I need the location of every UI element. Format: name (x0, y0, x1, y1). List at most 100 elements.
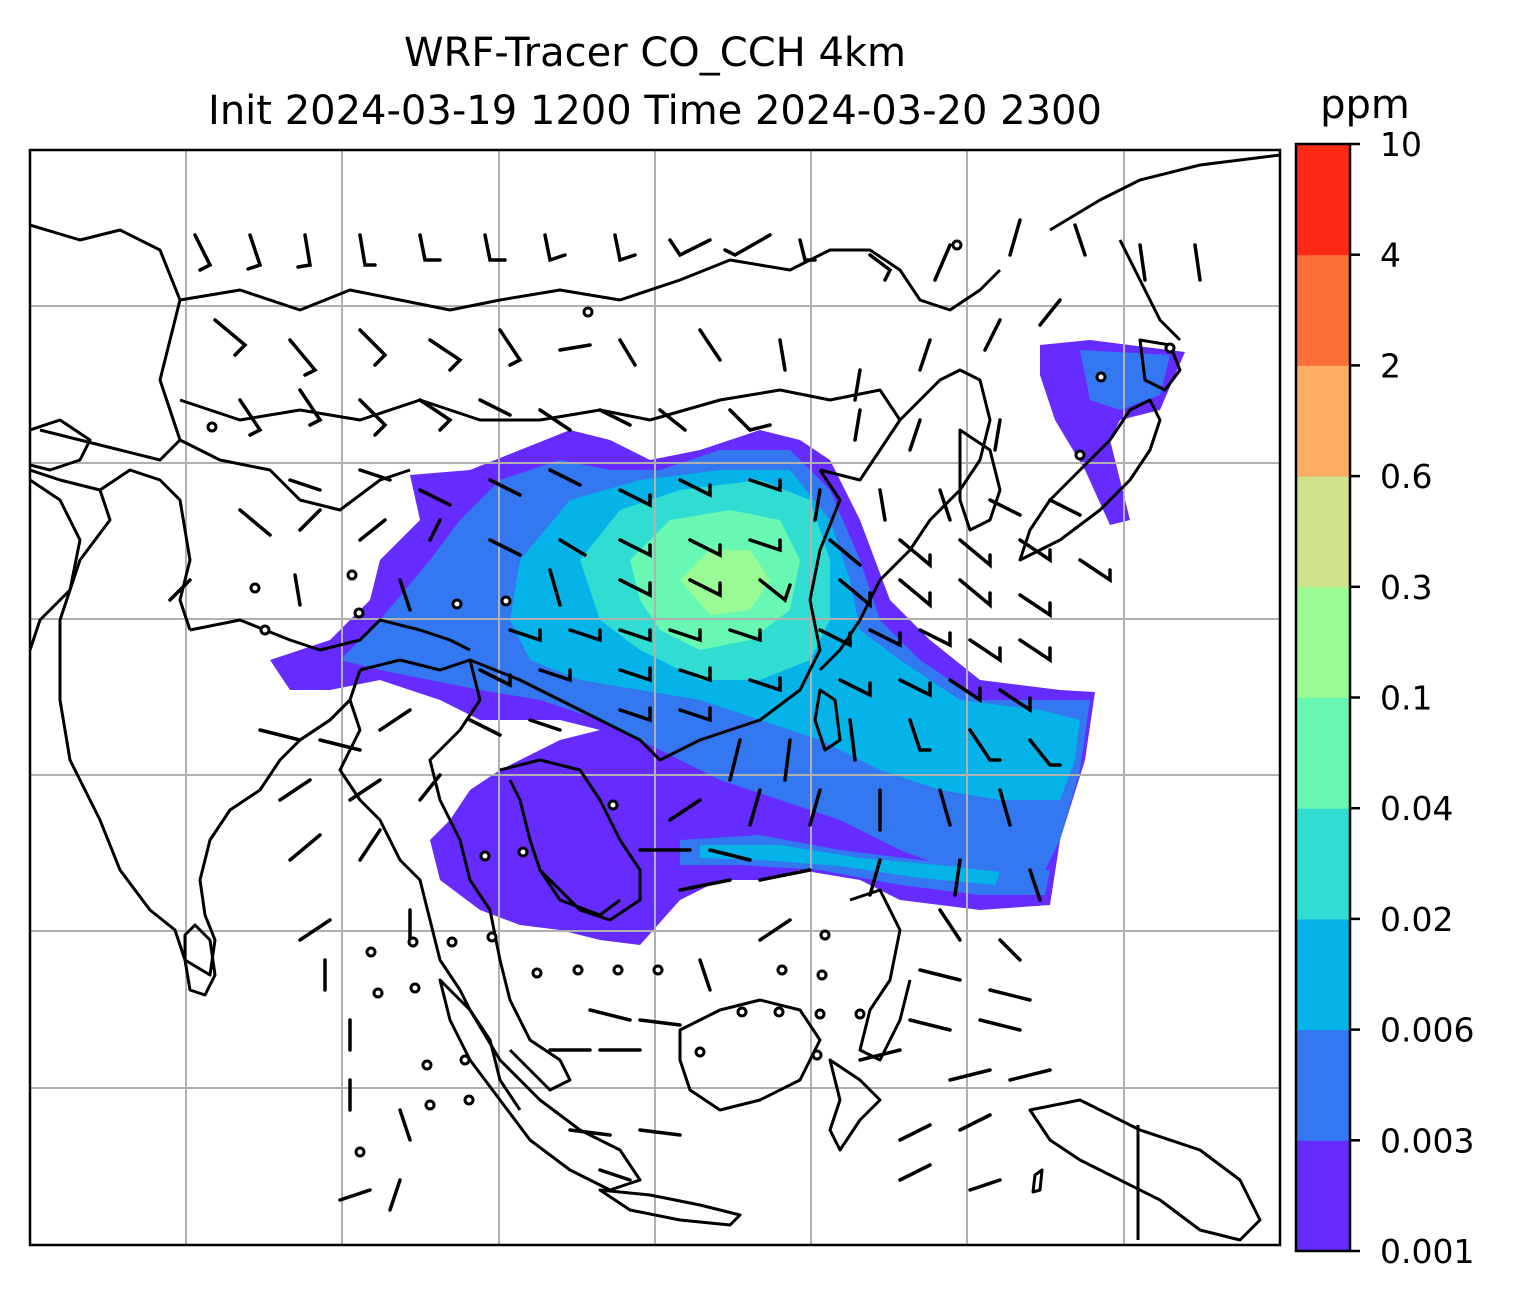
wind-barb (723, 233, 772, 257)
wind-barb (638, 1128, 682, 1137)
wind-barb (258, 728, 302, 742)
tracer-band-south-light (700, 845, 1000, 885)
wind-barb (998, 938, 1022, 962)
wind-barb (898, 1163, 932, 1182)
coastlines-and-borders (30, 153, 1280, 1242)
wind-barb (678, 666, 712, 683)
wind-barb (688, 578, 722, 598)
wind-barb (1193, 243, 1202, 282)
colorbar-tick-label: 10 (1380, 125, 1422, 164)
wind-barb (358, 828, 382, 862)
wind-barb (296, 233, 313, 269)
wind-barb (778, 338, 787, 372)
gridlines (30, 150, 1280, 1245)
wind-barb (293, 573, 302, 607)
wind-barb (488, 478, 522, 497)
wind-barb (1018, 538, 1052, 564)
coastline-gulf-thailand (538, 869, 621, 917)
border-mongolia (179, 248, 1002, 312)
wind-barb (168, 578, 192, 602)
calm-marker (1164, 342, 1176, 354)
colorbar-tick-label: 2 (1380, 346, 1401, 385)
wind-barb (298, 918, 332, 942)
colorbar-tick-label: 0.3 (1380, 568, 1432, 607)
colorbar-segment (1296, 1029, 1350, 1141)
wind-barb (668, 798, 702, 822)
wind-barb (668, 238, 712, 258)
wind-barb (918, 968, 962, 982)
wind-barb (968, 1178, 1002, 1192)
calm-marker (459, 1054, 471, 1066)
wind-barb (748, 478, 782, 493)
colorbar-segment (1296, 918, 1350, 1031)
wind-barb (358, 398, 388, 437)
coastline-borneo (678, 998, 822, 1112)
border-myanmar-thailand (359, 658, 482, 881)
coastline-sulawesi (828, 1058, 882, 1152)
wind-barb (1078, 558, 1112, 584)
wind-barb (338, 1188, 372, 1202)
wind-barb (998, 688, 1032, 714)
wind-barb (678, 878, 732, 892)
wind-barb (246, 233, 263, 271)
wind-barb (868, 858, 882, 897)
wind-barb (598, 1168, 632, 1182)
wind-barb (288, 338, 318, 377)
wind-barb (358, 518, 387, 542)
wind-barb (708, 848, 752, 862)
map-frame (28, 148, 1282, 1247)
wind-barb (483, 233, 507, 262)
wind-barb (538, 408, 572, 432)
calm-marker (607, 799, 619, 811)
wind-barb (558, 538, 587, 557)
coastline-indochina (499, 758, 642, 922)
wind-barb (388, 1178, 402, 1212)
wind-barb (678, 706, 712, 723)
wind-barb (938, 908, 962, 942)
calm-wind-markers (206, 239, 1176, 1158)
wind-barb (288, 478, 322, 492)
wind-barb (878, 488, 887, 522)
wind-barb (938, 488, 952, 522)
wind-barb (748, 788, 762, 827)
map-title-line-2: Init 2024-03-19 1200 Time 2024-03-20 230… (208, 88, 1102, 134)
coastline-hokkaido (1138, 338, 1182, 392)
coastline-russia-east (1118, 239, 1182, 342)
colorbar-tick-label: 0.02 (1380, 900, 1453, 939)
wind-barb (613, 233, 637, 263)
colorbar-segment (1296, 254, 1350, 366)
wind-barbs-overlay (168, 218, 1202, 1212)
calm-marker (259, 624, 271, 636)
coastline-new-guinea (1028, 1098, 1262, 1242)
colorbar-segment (1296, 586, 1350, 698)
colorbar-segment (1296, 365, 1350, 477)
wind-barb (428, 518, 442, 542)
colorbar-segment (1296, 144, 1350, 256)
colorbar-segment (1296, 1140, 1350, 1252)
wind-barb (818, 628, 852, 648)
wind-barb (798, 238, 817, 262)
calm-marker (249, 582, 261, 594)
wind-barb (618, 538, 652, 558)
border-pakistan (30, 478, 82, 651)
calm-marker (652, 964, 664, 976)
calm-marker (365, 946, 377, 958)
wind-barb (853, 408, 862, 442)
wind-barb (813, 488, 822, 522)
wind-barb (918, 338, 932, 372)
wind-barb (618, 578, 652, 598)
wind-barb (378, 708, 412, 732)
wind-barb (238, 508, 272, 537)
map-panel (30, 150, 1280, 1245)
colorbar-tick-label: 0.6 (1380, 457, 1432, 496)
colorbar: 0.001 0.003 0.006 0.02 0.04 0.1 0.3 0.6 2 4 10 (1294, 125, 1474, 1271)
calm-marker (346, 569, 358, 581)
wind-barb (468, 718, 502, 737)
calm-marker (1095, 371, 1107, 383)
wind-barb (748, 538, 782, 553)
wind-barb (418, 233, 442, 262)
calm-marker (451, 598, 463, 610)
wind-barb (678, 478, 712, 498)
wind-barb (588, 1008, 632, 1022)
wind-barb (298, 508, 322, 532)
